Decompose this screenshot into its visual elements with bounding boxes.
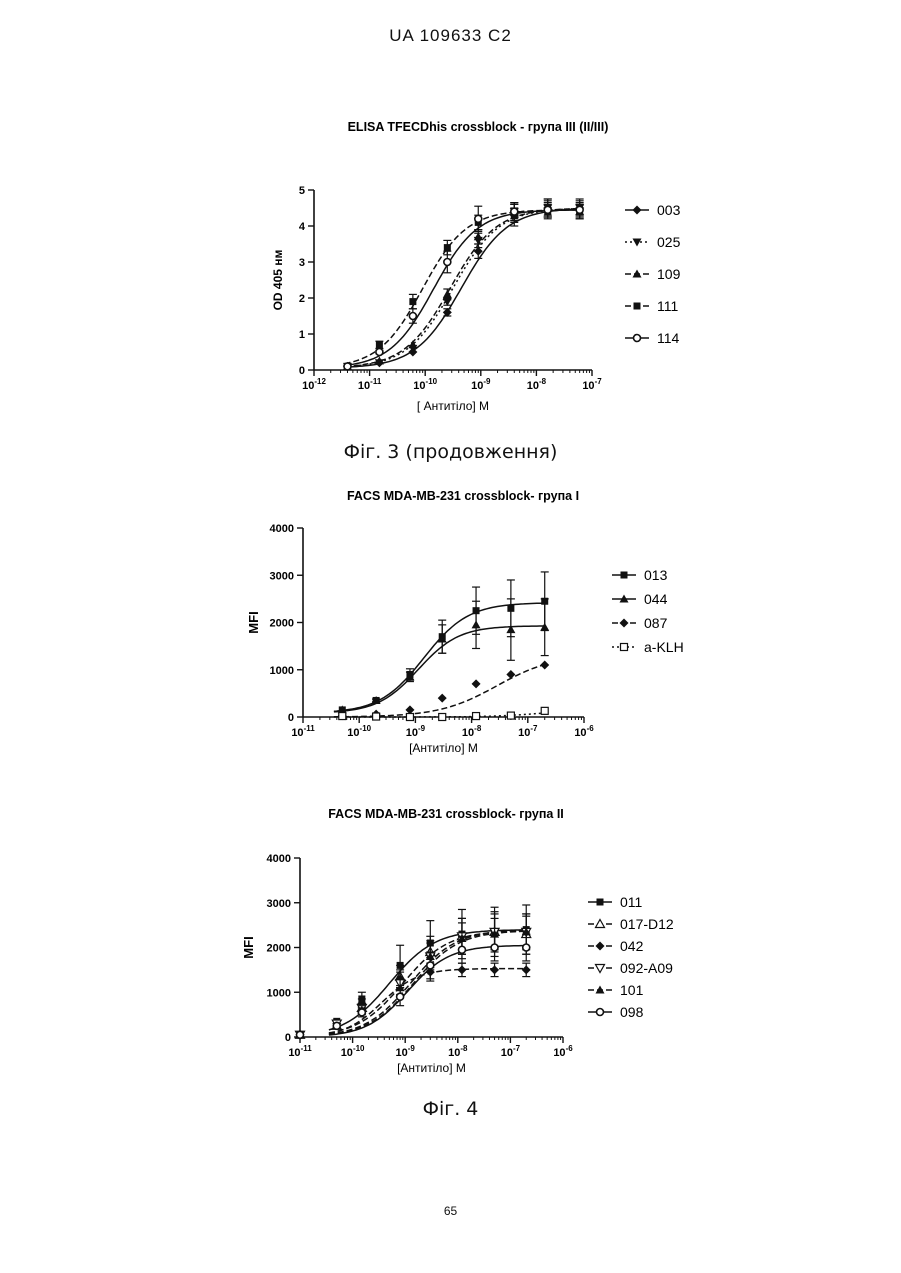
legend-marker [597, 1009, 604, 1016]
legend-label: 101 [620, 982, 644, 998]
x-axis-label: [Антитіло] М [397, 1061, 466, 1075]
x-tick-label: 10-9 [396, 1044, 416, 1059]
data-point [397, 993, 404, 1000]
series-042 [296, 963, 531, 1039]
data-point [458, 946, 465, 953]
data-point [522, 965, 531, 974]
x-tick-label: 10-8 [448, 1044, 468, 1059]
data-point [457, 965, 466, 974]
legend-label: 098 [620, 1004, 644, 1020]
legend-label: 042 [620, 938, 644, 954]
legend-label: 017-D12 [620, 916, 674, 932]
series-098 [297, 934, 531, 1038]
y-tick-label: 0 [285, 1032, 291, 1044]
y-tick-label: 4000 [267, 853, 291, 865]
chart-title: FACS MDA-MB-231 crossblock- група II [328, 807, 564, 821]
legend-marker [596, 986, 605, 994]
legend-label: 092-A09 [620, 960, 673, 976]
legend-marker [597, 899, 604, 906]
y-tick-label: 3000 [267, 898, 291, 910]
legend-label: 011 [620, 894, 643, 910]
data-point [523, 944, 530, 951]
y-tick-label: 1000 [267, 987, 291, 999]
y-axis-label: MFI [241, 936, 256, 958]
y-tick-label: 2000 [267, 943, 291, 955]
data-point [297, 1031, 304, 1038]
legend-marker [596, 920, 605, 928]
x-tick-label: 10-11 [288, 1044, 312, 1059]
legend-marker [596, 942, 605, 951]
data-point [358, 1009, 365, 1016]
page-number: 65 [0, 1204, 901, 1218]
x-tick-label: 10-7 [501, 1044, 521, 1059]
x-tick-label: 10-6 [553, 1044, 573, 1059]
data-point [490, 965, 499, 974]
x-tick-label: 10-10 [341, 1044, 365, 1059]
data-point [427, 962, 434, 969]
facs-group-2-chart: FACS MDA-MB-231 crossblock- група II 0 100… [0, 0, 901, 1090]
figure-4-caption: Фіг. 4 [0, 1098, 901, 1120]
chart-group: FACS MDA-MB-231 crossblock- група II 0 100… [241, 807, 674, 1075]
legend-marker [596, 965, 605, 973]
data-point [491, 944, 498, 951]
data-point [333, 1022, 340, 1029]
